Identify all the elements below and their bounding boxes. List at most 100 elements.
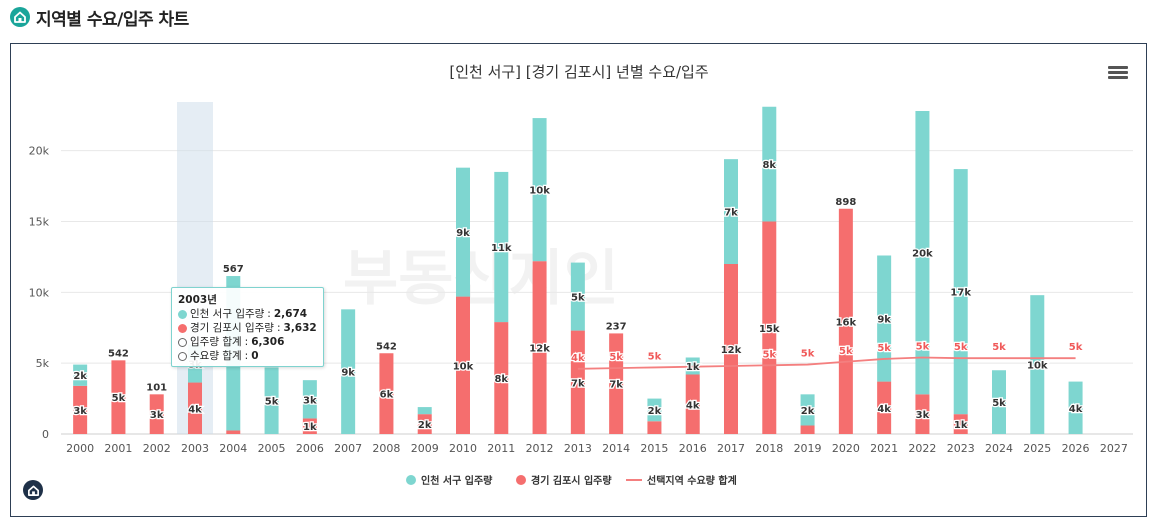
home-icon[interactable]: [23, 480, 43, 500]
bar-gimpo: [724, 264, 738, 434]
bar-gimpo: [532, 261, 547, 434]
bar-gimpo: [188, 382, 202, 434]
bar-gimpo: [456, 296, 470, 434]
bar-seogu: [647, 398, 662, 422]
line-label: 5k: [762, 349, 776, 360]
data-label: 1k: [954, 420, 968, 431]
data-label: 2k: [418, 420, 432, 431]
data-label: 3k: [916, 410, 930, 421]
legend-label: 선택지역 수요량 합계: [647, 474, 737, 487]
data-label: 5k: [571, 293, 585, 304]
data-label: 1k: [303, 422, 317, 433]
page-title: 지역별 수요/입주 차트: [36, 9, 189, 30]
data-label: 2k: [801, 406, 815, 417]
x-tick-label: 2014: [602, 442, 630, 455]
y-tick-label: 10k: [29, 286, 50, 299]
x-tick-label: 2019: [794, 442, 822, 455]
hamburger-menu-icon[interactable]: [1108, 64, 1128, 84]
circle-icon: [406, 475, 416, 485]
data-label: 3k: [73, 406, 87, 417]
tooltip-value: 2,674: [273, 308, 308, 320]
data-label: 2k: [73, 371, 87, 382]
bar-gimpo: [685, 374, 700, 434]
x-tick-label: 2022: [908, 442, 936, 455]
tooltip-row: 인천 서구 입주량: 2,674: [178, 307, 317, 321]
data-label: 8k: [762, 160, 776, 171]
y-tick-label: 15k: [29, 216, 50, 229]
bar-seogu: [417, 407, 432, 415]
demand-line: [577, 356, 1076, 370]
legend-label: 인천 서구 입주량: [421, 474, 493, 487]
data-label: 15k: [759, 324, 780, 335]
circle-icon: [516, 475, 526, 485]
bar-gimpo: [953, 414, 968, 434]
chart-card: [인천 서구] [경기 김포시] 년별 수요/입주 부동산지인 3k 2k 5k 54…: [10, 43, 1147, 517]
top-label: 898: [835, 197, 856, 208]
legend-item[interactable]: 선택지역 수요량 합계: [626, 474, 737, 487]
bar-gimpo: [647, 421, 662, 434]
x-tick-label: 2017: [717, 442, 745, 455]
y-tick-label: 20k: [29, 145, 50, 158]
data-label: 5k: [992, 398, 1006, 409]
x-tick-label: 2010: [449, 442, 477, 455]
data-label: 11k: [491, 243, 512, 254]
bar-seogu: [877, 255, 892, 382]
bar-gimpo: [379, 353, 394, 434]
bar-gimpo: [302, 418, 317, 434]
data-label: 7k: [609, 380, 623, 391]
legend-item[interactable]: 경기 김포시 입주량: [516, 474, 612, 487]
line-label: 5k: [648, 351, 662, 362]
bar-seogu: [73, 364, 88, 386]
bar-gimpo: [800, 425, 815, 434]
demand-line-path: [577, 356, 1076, 370]
bars: [73, 106, 1083, 434]
bar-seogu: [724, 159, 738, 264]
tooltip-label: 입주량 합계: [190, 336, 242, 348]
bar-seogu: [1030, 295, 1045, 434]
tooltip-label: 경기 김포시 입주량: [190, 322, 274, 334]
line-label: 4k: [571, 353, 585, 364]
legend-label: 경기 김포시 입주량: [531, 474, 612, 487]
line-label: 5k: [877, 343, 891, 354]
bar-seogu: [570, 262, 585, 331]
tooltip-value: 6,306: [251, 336, 285, 348]
data-label: 7k: [571, 378, 585, 389]
x-tick-label: 2007: [334, 442, 362, 455]
line-label: 5k: [839, 346, 853, 357]
data-label: 4k: [877, 404, 891, 415]
bar-seogu: [800, 394, 815, 426]
legend[interactable]: 인천 서구 입주량 경기 김포시 입주량 선택지역 수요량 합계: [406, 474, 737, 487]
data-label: 1k: [686, 362, 700, 373]
line-label: 5k: [992, 342, 1006, 353]
legend-item[interactable]: 인천 서구 입주량: [406, 474, 493, 487]
x-tick-label: 2016: [679, 442, 707, 455]
line-label: 5k: [954, 342, 968, 353]
y-tick-label: 0: [42, 428, 49, 441]
x-tick-label: 2005: [258, 442, 286, 455]
tooltip-row: 입주량 합계: 6,306: [178, 335, 317, 349]
circle-icon: [178, 309, 187, 319]
bar-gimpo: [838, 208, 853, 434]
bar-seogu: [915, 111, 930, 395]
x-tick-label: 2001: [104, 442, 132, 455]
x-tick-label: 2021: [870, 442, 898, 455]
ring-icon: [178, 337, 187, 347]
y-axis: 0 5k 10k 15k 20k: [29, 145, 50, 441]
data-label: 5k: [265, 397, 279, 408]
bar-gimpo: [570, 330, 585, 434]
x-tick-label: 2025: [1023, 442, 1051, 455]
data-label: 3k: [303, 395, 317, 406]
data-label: 5k: [112, 393, 126, 404]
bar-seogu: [264, 367, 279, 434]
top-label: 567: [223, 264, 244, 275]
bar-seogu: [762, 106, 777, 222]
bar-gimpo: [111, 360, 126, 434]
bar-gimpo: [417, 414, 432, 434]
x-tick-label: 2004: [219, 442, 247, 455]
x-tick-label: 2002: [143, 442, 171, 455]
tooltip-row: 수요량 합계: 0: [178, 349, 317, 363]
data-label: 17k: [950, 288, 971, 299]
x-tick-label: 2015: [640, 442, 668, 455]
bar-gimpo: [226, 430, 241, 434]
line-label: 5k: [801, 349, 815, 360]
